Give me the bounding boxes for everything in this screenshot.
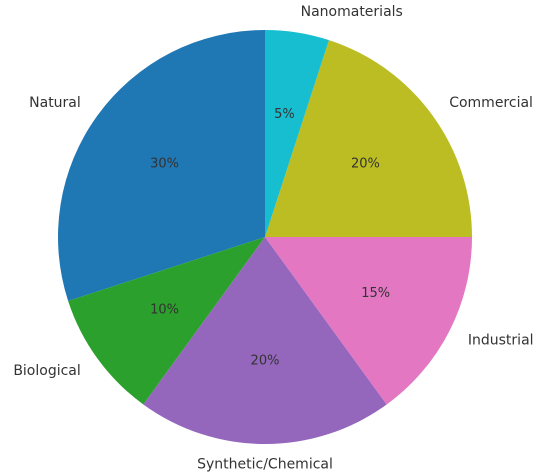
category-label: Synthetic/Chemical (197, 457, 333, 473)
value-label: 5% (274, 107, 295, 122)
category-label: Natural (29, 95, 81, 111)
value-label: 30% (150, 156, 179, 171)
category-label: Industrial (468, 332, 534, 348)
pie-slice (265, 40, 472, 237)
value-label: 15% (361, 286, 390, 301)
value-label: 20% (251, 354, 280, 369)
pie-slice (265, 237, 472, 405)
value-label: 10% (150, 303, 179, 318)
pie-slice (68, 237, 265, 405)
category-label: Nanomaterials (301, 4, 403, 20)
pie-slice (143, 237, 387, 444)
value-label: 20% (351, 156, 380, 171)
category-label: Commercial (449, 95, 533, 111)
pie-slice (265, 30, 329, 237)
category-label: Biological (13, 363, 80, 379)
pie-slice (57, 30, 265, 301)
